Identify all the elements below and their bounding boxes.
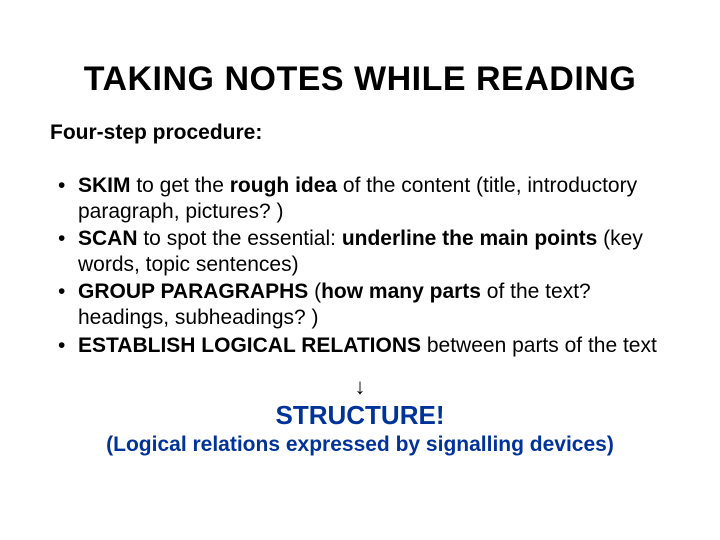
bullet-text: between parts of the text [421,334,657,357]
down-arrow-icon: ↓ [50,376,670,398]
bullet-strong: GROUP PARAGRAPHS [78,280,308,303]
bullet-text: to spot the essential: [138,227,342,250]
bullet-list: SKIM to get the rough idea of the conten… [50,173,670,358]
slide-title: TAKING NOTES WHILE READING [50,60,670,99]
structure-label: STRUCTURE! [50,400,670,431]
bullet-strong: ESTABLISH LOGICAL RELATIONS [78,334,421,357]
bullet-strong: underline the main points [342,227,598,250]
bullet-strong: rough idea [230,174,337,197]
bullet-strong: SCAN [78,227,138,250]
list-item: SCAN to spot the essential: underline th… [50,226,670,277]
bullet-strong: how many parts [321,280,481,303]
bullet-text: to get the [131,174,230,197]
list-item: GROUP PARAGRAPHS (how many parts of the … [50,279,670,330]
list-item: ESTABLISH LOGICAL RELATIONS between part… [50,333,670,359]
subtitle: Four-step procedure: [50,121,670,145]
slide: TAKING NOTES WHILE READING Four-step pro… [0,0,720,540]
bullet-text: ( [308,280,321,303]
list-item: SKIM to get the rough idea of the conten… [50,173,670,224]
footline: (Logical relations expressed by signalli… [50,433,670,457]
bullet-strong: SKIM [78,174,131,197]
